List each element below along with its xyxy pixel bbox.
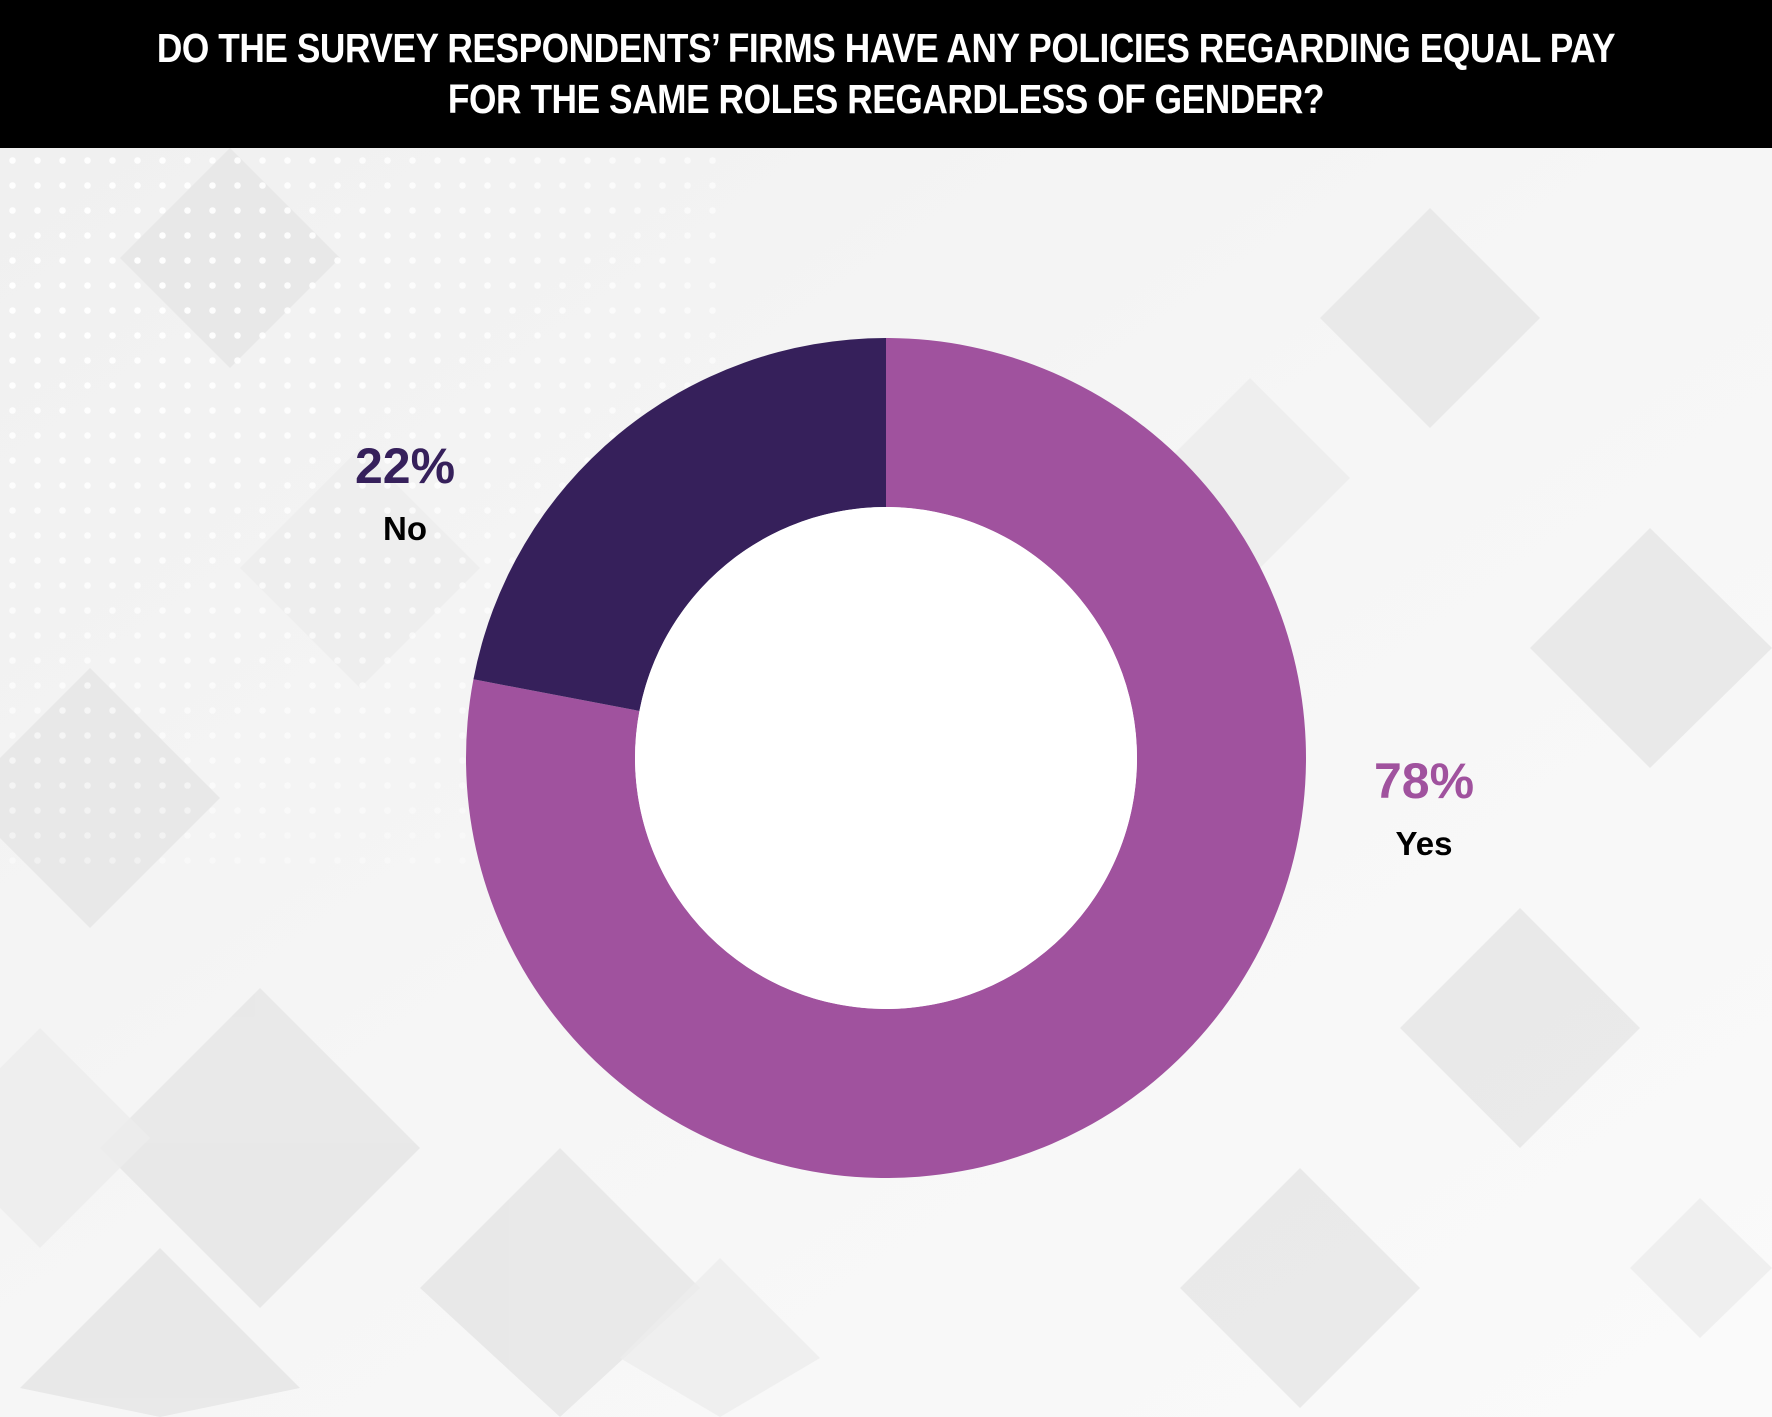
donut-hole [635, 507, 1137, 1009]
slice-yes [466, 338, 1306, 1178]
title-bar: DO THE SURVEY RESPONDENTS’ FIRMS HAVE AN… [0, 0, 1772, 148]
slice-no [473, 338, 886, 711]
donut-slices [466, 338, 1306, 1178]
category-label-no: No [383, 510, 427, 547]
slice-labels: 78% Yes 22% No [355, 438, 1474, 862]
category-label-yes: Yes [1396, 825, 1453, 862]
value-label-yes: 78% [1374, 753, 1474, 809]
chart-title: DO THE SURVEY RESPONDENTS’ FIRMS HAVE AN… [156, 25, 1616, 122]
value-label-no: 22% [355, 438, 455, 494]
